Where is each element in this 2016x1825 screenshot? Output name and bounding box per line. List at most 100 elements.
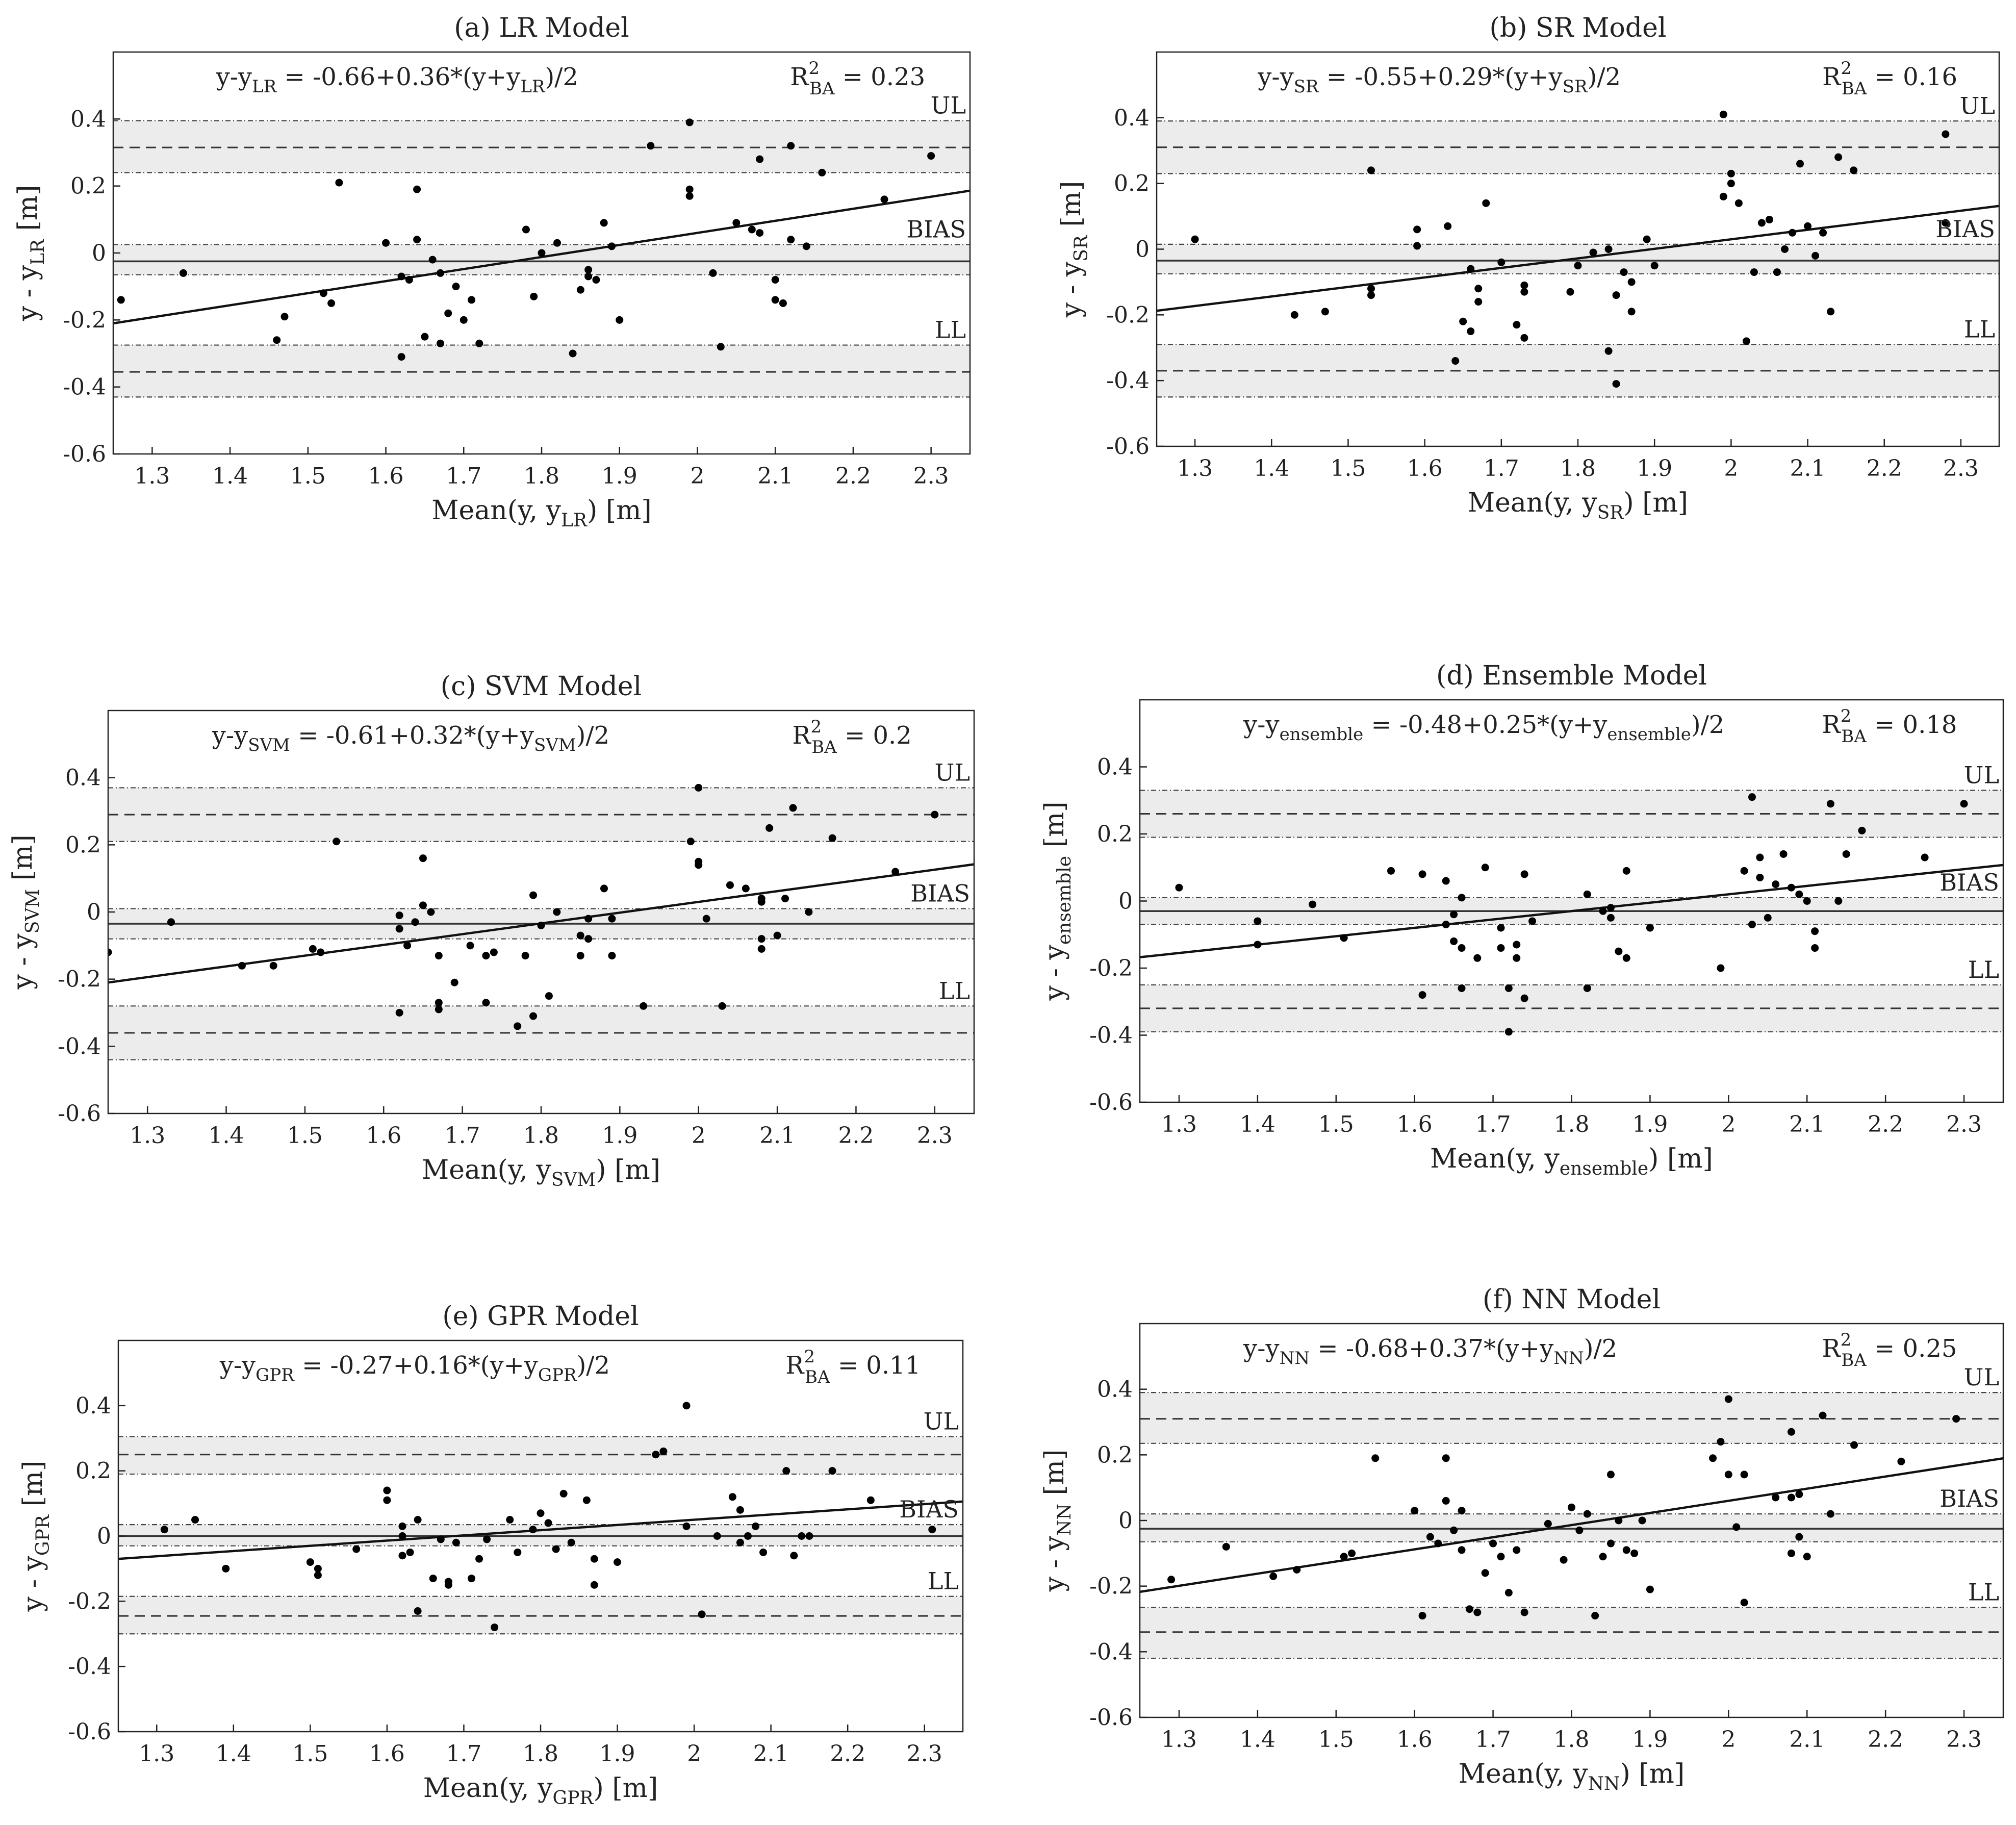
data-point (757, 935, 765, 943)
data-point (309, 945, 317, 953)
x-axis-label-main: Mean(y, y (1468, 488, 1597, 518)
data-point (742, 884, 750, 893)
equation-lhs: y-y (1243, 1334, 1279, 1363)
data-point (1819, 229, 1827, 237)
data-point (927, 152, 935, 160)
data-point (327, 299, 336, 307)
data-point (1418, 870, 1426, 878)
data-point (1340, 934, 1348, 942)
y-axis-label-unit: [m] (13, 185, 43, 239)
equation-rhs: = -0.48+0.25*(y+y (1363, 711, 1607, 739)
equation-rhs: = -0.55+0.29*(y+y (1319, 63, 1563, 91)
ul-label: UL (924, 1408, 959, 1435)
data-point (1411, 1507, 1419, 1515)
x-tick-label: 1.7 (1475, 1727, 1511, 1753)
data-point (160, 1526, 168, 1534)
y-tick-label: -0.2 (63, 307, 106, 333)
data-point (659, 1447, 668, 1455)
data-point (736, 1538, 744, 1547)
data-point (1459, 317, 1467, 325)
x-tick-label: 2.3 (1946, 1111, 1982, 1137)
x-tick-label: 2.2 (1867, 455, 1902, 481)
data-point (1811, 927, 1819, 935)
y-axis-label-subscript: LR (28, 239, 48, 265)
regression-equation: y-ySVM = -0.61+0.32*(y+ySVM)/2 (212, 721, 609, 755)
data-point (421, 333, 429, 341)
equation-tail: )/2 (545, 63, 578, 91)
r-squared-symbol: R (792, 721, 811, 750)
data-point (1520, 994, 1528, 1002)
data-point (1650, 262, 1658, 270)
data-point (640, 1002, 648, 1010)
x-tick-label: 2.2 (835, 463, 871, 489)
data-point (866, 1496, 875, 1504)
y-axis-label: y - yensemble [m] (1039, 801, 1075, 1001)
data-point (1742, 337, 1750, 345)
r-squared-value: = 0.2 (837, 721, 912, 750)
equation-subscript: SVM (248, 735, 290, 755)
data-point (1795, 890, 1803, 898)
data-point (576, 286, 584, 294)
data-point (537, 1509, 545, 1517)
x-axis-label-main: Mean(y, y (431, 495, 561, 526)
y-tick-label: -0.4 (1089, 1639, 1133, 1665)
data-point (765, 824, 774, 832)
data-point (314, 1564, 322, 1573)
data-point (787, 142, 795, 150)
data-point (428, 256, 437, 264)
data-point (1442, 1454, 1450, 1462)
data-point (1850, 1441, 1858, 1449)
data-point (1589, 248, 1597, 257)
data-point (468, 296, 476, 304)
data-point (1811, 251, 1820, 260)
equation-subscript: LR (252, 77, 277, 97)
data-point (744, 1532, 752, 1540)
data-point (818, 168, 826, 176)
x-tick-label: 1.8 (523, 1741, 558, 1767)
data-point (1604, 347, 1613, 355)
data-point (1826, 800, 1834, 808)
data-point (789, 804, 797, 812)
data-point (383, 1486, 391, 1494)
y-tick-label: -0.6 (1106, 434, 1150, 460)
data-point (608, 952, 616, 960)
r-squared-superscript: 2 (804, 1347, 815, 1367)
x-tick-label: 1.6 (368, 463, 404, 489)
regression-line (1140, 864, 2003, 958)
data-point (576, 952, 584, 960)
ll-band (1157, 344, 1999, 397)
data-point (1604, 245, 1613, 253)
y-tick-label: -0.2 (1089, 955, 1133, 981)
data-point (317, 948, 325, 956)
data-point (482, 952, 490, 960)
data-point (728, 1493, 736, 1501)
y-axis-label-main: y - y (1056, 261, 1087, 318)
chart-title: (e) GPR Model (442, 1301, 639, 1332)
data-point (1717, 964, 1725, 972)
x-axis-label: Mean(y, yensemble) [m] (1430, 1144, 1713, 1179)
x-tick-label: 1.3 (139, 1741, 174, 1767)
data-point (695, 857, 703, 866)
equation-rhs: = -0.27+0.16*(y+y (294, 1351, 538, 1380)
y-axis-label-subscript: SVM (22, 889, 43, 934)
data-point (483, 1535, 491, 1543)
data-point (522, 225, 530, 234)
data-point (1622, 1546, 1630, 1554)
y-tick-label: 0 (92, 240, 106, 266)
data-point (614, 1558, 622, 1566)
data-point (1606, 914, 1615, 922)
data-point (756, 155, 764, 163)
data-point (552, 1545, 560, 1553)
data-point (685, 185, 694, 193)
y-axis-label-main: y - y (8, 933, 38, 990)
data-point (756, 229, 764, 237)
data-point (490, 948, 498, 956)
data-point (1622, 867, 1630, 875)
y-axis-label-main: y - y (1039, 945, 1070, 1001)
data-point (782, 1467, 790, 1475)
data-point (1942, 219, 1950, 227)
chart-title: (f) NN Model (1483, 1284, 1661, 1315)
data-point (1367, 285, 1375, 293)
equation-subscript: NN (1280, 1348, 1310, 1368)
data-point (1426, 1533, 1434, 1541)
